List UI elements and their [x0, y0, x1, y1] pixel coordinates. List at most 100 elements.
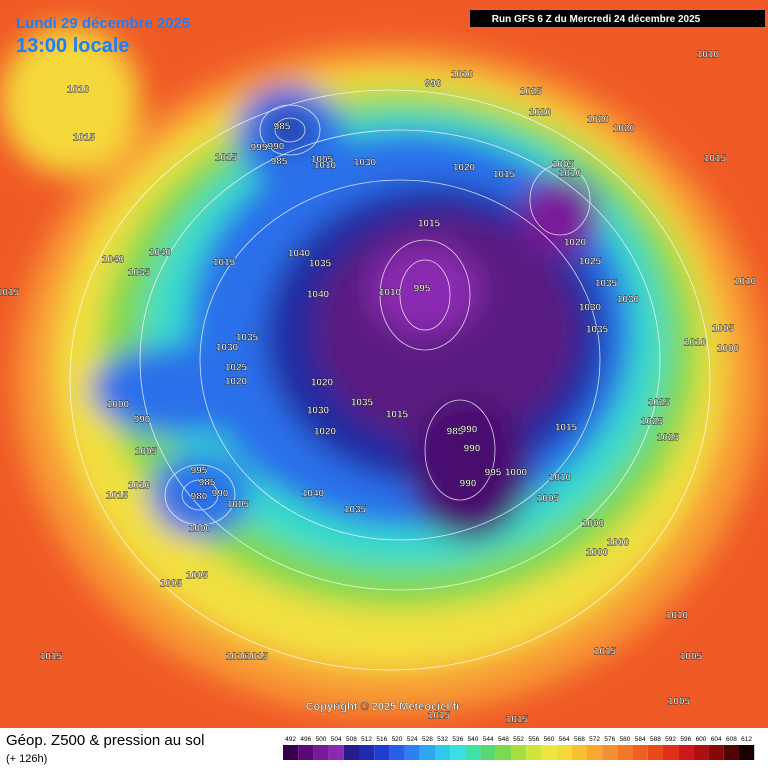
- color-scale: 492 496 500 504 508 512 516 520 524 528 532 536 540 5…: [283, 736, 755, 760]
- isobar-label: 1005: [186, 571, 209, 582]
- isobar-label: 985: [274, 122, 291, 133]
- isobar-label: 995: [414, 284, 431, 295]
- scale-label: 496: [300, 736, 311, 743]
- scale-label: 516: [376, 736, 387, 743]
- isobar-label: 1010: [451, 70, 474, 81]
- scale-label: 564: [559, 736, 570, 743]
- scale-label: 592: [665, 736, 676, 743]
- isobar-label: 1040: [149, 248, 172, 259]
- isobar-label: 1025: [579, 257, 602, 268]
- isobar-label: 1010: [684, 338, 707, 349]
- scale-label: 608: [726, 736, 737, 743]
- scale-swatch: [556, 745, 572, 760]
- isobar-label: 1020: [225, 377, 248, 388]
- isobar-label: 995: [191, 466, 208, 477]
- isobar-label: 1015: [40, 652, 63, 663]
- isobar-label: 1040: [307, 290, 330, 301]
- scale-label: 532: [437, 736, 448, 743]
- isobar-label: 1040: [288, 249, 311, 260]
- isobar-label: 1010: [379, 288, 402, 299]
- isobar-label: 1020: [529, 108, 552, 119]
- isobar-label: 1005: [537, 494, 560, 505]
- isobar-label: 980: [191, 492, 208, 503]
- isobar-label: 1035: [236, 333, 259, 344]
- isobar-label: 1005: [680, 652, 703, 663]
- isobar-label: 1035: [586, 325, 609, 336]
- isobar-label: 1000: [717, 344, 740, 355]
- isobar-label: 1010: [559, 169, 582, 180]
- scale-swatch: [419, 745, 435, 760]
- scale-label: 584: [635, 736, 646, 743]
- isobar-label: 1010: [226, 652, 249, 663]
- scale-swatch: [328, 745, 344, 760]
- scale-label: 524: [407, 736, 418, 743]
- scale-label: 536: [452, 736, 463, 743]
- isobar-label: 1015: [493, 170, 516, 181]
- scale-label: 560: [544, 736, 555, 743]
- scale-label: 600: [696, 736, 707, 743]
- scale-swatch: [708, 745, 724, 760]
- scale-label: 548: [498, 736, 509, 743]
- run-box: [470, 10, 765, 27]
- isobar-label: 1015: [215, 153, 238, 164]
- isobar-label: 1000: [505, 468, 528, 479]
- isobar-label: 1015: [386, 410, 409, 421]
- scale-swatch: [511, 745, 527, 760]
- isobar-label: 1040: [302, 489, 325, 500]
- scale-swatch: [617, 745, 633, 760]
- scale-label: 504: [331, 736, 342, 743]
- scale-label: 576: [604, 736, 615, 743]
- isobar-label: 985: [199, 478, 216, 489]
- scale-label: 572: [589, 736, 600, 743]
- scale-swatch: [404, 745, 420, 760]
- scale-swatch: [647, 745, 663, 760]
- isobar-label: 1025: [648, 398, 671, 409]
- scale-label: 528: [422, 736, 433, 743]
- scale-swatch: [541, 745, 557, 760]
- scale-swatch: [571, 745, 587, 760]
- isobar-label: 1030: [307, 406, 330, 417]
- isobar-label: 990: [460, 479, 477, 490]
- scale-swatch: [739, 745, 755, 760]
- scale-label: 500: [316, 736, 327, 743]
- scale-label: 492: [285, 736, 296, 743]
- scale-swatch: [435, 745, 451, 760]
- scale-swatch: [723, 745, 739, 760]
- scale-swatch: [632, 745, 648, 760]
- isobar-label: 1025: [520, 87, 543, 98]
- isobar-label: 990: [134, 415, 151, 426]
- isobar-label: 1015: [0, 288, 20, 299]
- isobar-label: 990: [212, 489, 229, 500]
- scale-swatch: [343, 745, 359, 760]
- isobar-label: 1010: [697, 50, 720, 61]
- scale-label: 596: [680, 736, 691, 743]
- field: [0, 0, 768, 728]
- isobar-label: 1035: [595, 279, 618, 290]
- time: 13:00 locale: [16, 35, 129, 57]
- isobar-label: 1020: [587, 115, 610, 126]
- scale-label: 556: [528, 736, 539, 743]
- scale-swatch: [526, 745, 542, 760]
- isobar-label: 1015: [428, 711, 451, 722]
- isobar-label: 990: [461, 425, 478, 436]
- scale-swatch: [678, 745, 694, 760]
- isobar-label: 1015: [213, 258, 236, 269]
- isobar-label: 1015: [704, 154, 727, 165]
- isobar-label: 1005: [227, 500, 250, 511]
- scale-swatch: [298, 745, 314, 760]
- isobar-label: 1015: [246, 652, 269, 663]
- scale-swatch: [480, 745, 496, 760]
- isobar-label: 1025: [225, 363, 248, 374]
- copyright: Copyright © 2025 Meteociel.fr: [306, 701, 462, 713]
- isobar-label: 1000: [607, 538, 630, 549]
- scale-label: 588: [650, 736, 661, 743]
- scale-label: 508: [346, 736, 357, 743]
- scale-label: 544: [483, 736, 494, 743]
- isobar-label: 990: [268, 142, 285, 153]
- scale-label: 580: [620, 736, 631, 743]
- isobar-label: 1025: [657, 433, 680, 444]
- scale-label: 512: [361, 736, 372, 743]
- isobar-label: 1000: [107, 400, 130, 411]
